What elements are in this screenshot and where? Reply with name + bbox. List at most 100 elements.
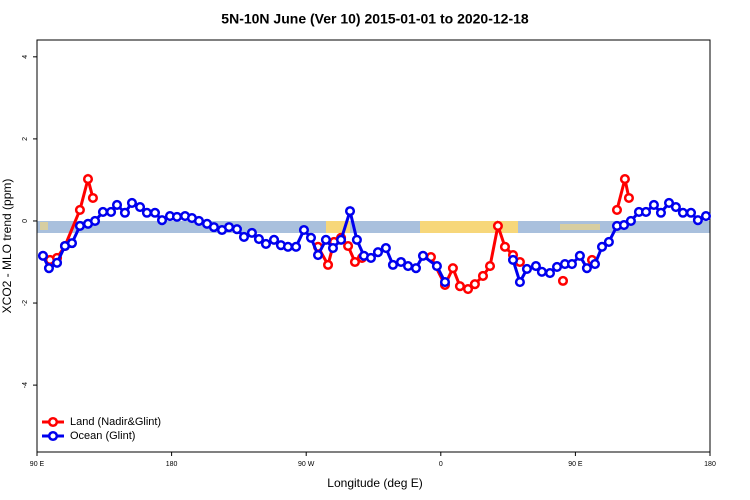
series-marker [618, 220, 630, 231]
y-tick-label: 0 [22, 219, 29, 223]
series-marker [238, 231, 250, 243]
legend-marker [47, 416, 59, 428]
series-marker [134, 201, 146, 213]
land-patch [420, 221, 518, 233]
x-tick-label: 180 [704, 461, 716, 468]
series-marker [149, 207, 161, 218]
series-marker [410, 263, 422, 274]
series-marker [43, 263, 55, 274]
series-marker [544, 268, 556, 279]
y-tick-label: -4 [22, 382, 29, 388]
series-marker [417, 250, 429, 261]
series-marker [692, 215, 703, 226]
series-marker [253, 233, 264, 245]
series-marker [89, 215, 101, 227]
series-marker [625, 215, 636, 227]
series-marker [193, 215, 205, 227]
series-marker [619, 174, 630, 185]
series-marker [566, 259, 578, 270]
series-marker [208, 222, 219, 233]
series-marker [305, 232, 317, 243]
series-marker [596, 241, 608, 252]
series-marker [439, 277, 451, 288]
series-marker [640, 206, 652, 217]
series-marker [574, 250, 585, 261]
ocean-band [37, 221, 710, 233]
series-marker [343, 240, 354, 252]
series-marker [670, 201, 681, 213]
series-marker [87, 192, 98, 204]
series-marker [469, 279, 480, 290]
x-tick-label: 90 E [568, 461, 583, 468]
series-marker [454, 281, 465, 292]
series-marker [231, 224, 243, 235]
series-marker [290, 241, 302, 252]
y-tick-label: 4 [22, 55, 29, 59]
series-marker [335, 234, 347, 245]
series-marker [557, 275, 569, 286]
series-marker [126, 197, 138, 208]
plot-frame [36, 39, 711, 453]
series-marker [320, 234, 331, 245]
series-marker [530, 261, 541, 272]
series-marker [611, 204, 623, 215]
series-marker [484, 261, 496, 272]
y-tick-label: 2 [22, 137, 29, 141]
series-marker [663, 197, 675, 208]
series-marker [156, 215, 168, 226]
series-marker [387, 259, 398, 270]
series-marker [82, 174, 94, 185]
series-marker [677, 207, 688, 218]
series-marker [499, 241, 511, 252]
legend-label: Land (Nadir&Glint) [70, 416, 161, 428]
series-marker [372, 247, 384, 258]
series-marker [551, 261, 563, 272]
series-marker [402, 261, 414, 272]
series-marker [700, 210, 712, 222]
series-marker [380, 243, 391, 254]
series-marker [507, 254, 519, 266]
series-marker [431, 261, 442, 272]
series-marker [521, 263, 532, 275]
series-marker [648, 199, 659, 211]
series-marker [141, 207, 152, 218]
series-marker [322, 259, 334, 270]
series-marker [37, 250, 49, 261]
y-tick-label: -2 [22, 300, 29, 306]
series-marker [105, 206, 117, 217]
series-marker [581, 263, 592, 274]
series-marker [119, 207, 130, 218]
series-marker [536, 266, 547, 277]
x-tick-label: 90 W [298, 461, 315, 468]
series-marker [282, 241, 294, 252]
series-marker [97, 206, 109, 217]
series-marker [298, 224, 310, 236]
series-marker [268, 234, 280, 245]
series-marker [223, 222, 235, 233]
series-marker [603, 236, 614, 247]
series-marker [74, 220, 85, 231]
series-marker [260, 238, 272, 249]
land-patch [40, 222, 48, 230]
series-marker [477, 270, 489, 282]
series-marker [462, 284, 474, 295]
series-marker [365, 252, 377, 263]
series-marker [623, 192, 634, 204]
series-marker [51, 257, 63, 268]
series-marker [514, 277, 525, 288]
x-tick-label: 90 E [30, 461, 45, 468]
series-marker [685, 207, 697, 218]
series-marker [246, 227, 257, 238]
series-marker [655, 207, 666, 218]
series-marker [447, 263, 458, 274]
series-marker [111, 199, 123, 211]
legend-marker [47, 430, 59, 442]
series-marker [171, 211, 183, 222]
legend-label: Ocean (Glint) [70, 430, 135, 442]
y-axis-label: XCO2 - MLO trend (ppm) [0, 179, 14, 314]
series-marker [589, 259, 601, 270]
series-marker [327, 243, 339, 254]
series-marker [312, 249, 324, 261]
map-strip [37, 221, 710, 233]
